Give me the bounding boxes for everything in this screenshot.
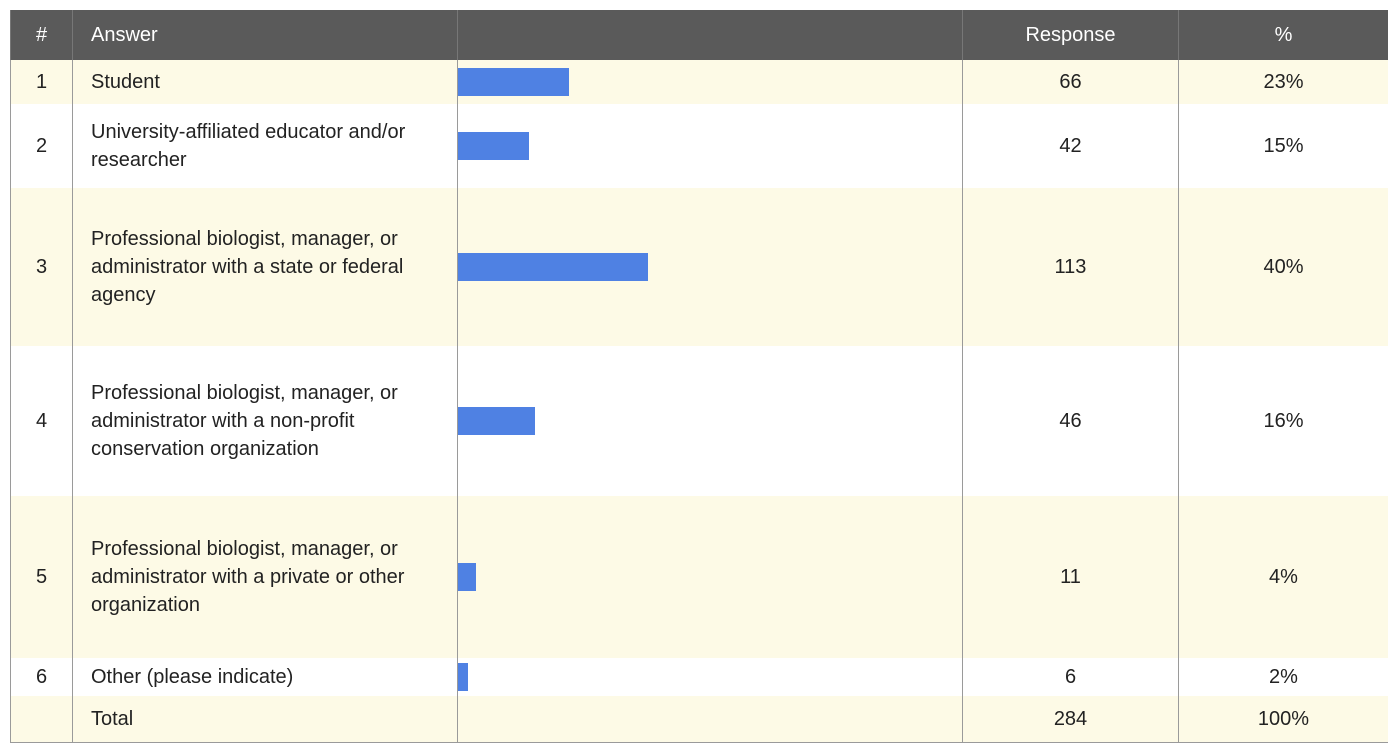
row-answer: Professional biologist, manager, or admi… bbox=[72, 188, 458, 346]
row: 2 University-affiliated educator and/or r… bbox=[10, 104, 1388, 188]
bar bbox=[458, 563, 477, 591]
total-bar-cell bbox=[457, 696, 963, 743]
row-num: 5 bbox=[10, 496, 73, 658]
table-body: 1 Student 66 23% 2 University-affiliated educ… bbox=[10, 60, 1388, 743]
row-percent: 2% bbox=[1178, 658, 1388, 696]
row-percent: 4% bbox=[1178, 496, 1388, 658]
header-num: # bbox=[10, 10, 73, 60]
row-percent: 40% bbox=[1178, 188, 1388, 346]
bar-cell bbox=[457, 104, 963, 188]
header-percent: % bbox=[1178, 10, 1388, 60]
row-answer: Student bbox=[72, 60, 458, 104]
header-response: Response bbox=[962, 10, 1179, 60]
row: 6 Other (please indicate) 6 2% bbox=[10, 658, 1388, 696]
total-answer: Total bbox=[72, 696, 458, 743]
row-percent: 15% bbox=[1178, 104, 1388, 188]
bar bbox=[458, 68, 569, 96]
row-num: 1 bbox=[10, 60, 73, 104]
total-response: 284 bbox=[962, 696, 1179, 743]
bar-cell bbox=[457, 60, 963, 104]
row-response: 42 bbox=[962, 104, 1179, 188]
bar bbox=[458, 132, 529, 160]
row: 5 Professional biologist, manager, or adm… bbox=[10, 496, 1388, 658]
row-num: 2 bbox=[10, 104, 73, 188]
row-answer: Professional biologist, manager, or admi… bbox=[72, 346, 458, 496]
row-num: 6 bbox=[10, 658, 73, 696]
row-percent: 16% bbox=[1178, 346, 1388, 496]
bar-cell bbox=[457, 658, 963, 696]
row: 1 Student 66 23% bbox=[10, 60, 1388, 104]
bar-cell bbox=[457, 188, 963, 346]
row-answer: University-affiliated educator and/or re… bbox=[72, 104, 458, 188]
bar bbox=[458, 253, 648, 281]
header-row: # Answer Response % bbox=[10, 10, 1388, 60]
header-bar bbox=[457, 10, 963, 60]
results-table: # Answer Response % 1 Student 66 23% 2 Univer… bbox=[10, 10, 1388, 743]
row: 4 Professional biologist, manager, or adm… bbox=[10, 346, 1388, 496]
row-response: 113 bbox=[962, 188, 1179, 346]
row-response: 11 bbox=[962, 496, 1179, 658]
bar bbox=[458, 663, 469, 691]
row-response: 46 bbox=[962, 346, 1179, 496]
bar bbox=[458, 407, 536, 435]
row-response: 6 bbox=[962, 658, 1179, 696]
row-response: 66 bbox=[962, 60, 1179, 104]
row: 3 Professional biologist, manager, or adm… bbox=[10, 188, 1388, 346]
row-num: 4 bbox=[10, 346, 73, 496]
bar-cell bbox=[457, 346, 963, 496]
total-num bbox=[10, 696, 73, 743]
row-answer: Other (please indicate) bbox=[72, 658, 458, 696]
row-percent: 23% bbox=[1178, 60, 1388, 104]
bar-cell bbox=[457, 496, 963, 658]
row-answer: Professional biologist, manager, or admi… bbox=[72, 496, 458, 658]
total-percent: 100% bbox=[1178, 696, 1388, 743]
total-row: Total 284 100% bbox=[10, 696, 1388, 743]
row-num: 3 bbox=[10, 188, 73, 346]
header-answer: Answer bbox=[72, 10, 458, 60]
